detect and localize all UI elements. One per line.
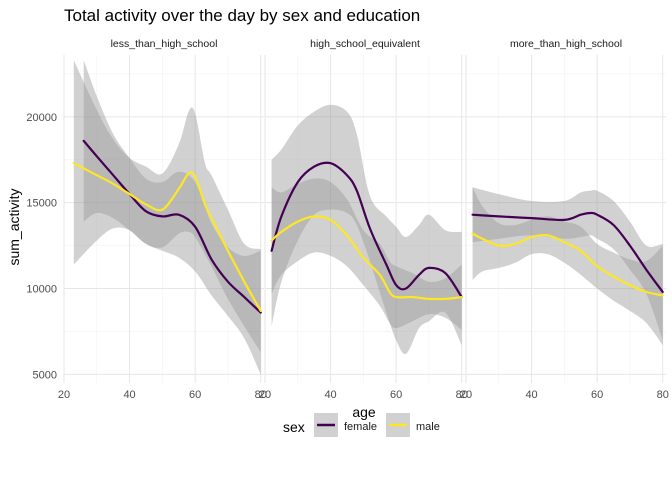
series-line-male <box>270 215 463 301</box>
x-tick-label: 80 <box>255 389 267 401</box>
legend-item-male: male <box>386 413 440 437</box>
y-axis-label: sum_activity <box>6 188 22 265</box>
x-axis-label: age <box>352 404 376 420</box>
y-axis-tick-labels: 5000 10000 15000 20000 <box>26 112 57 382</box>
confidence-band-female <box>271 104 462 355</box>
series-line-female <box>270 161 463 299</box>
chart-title: Total activity over the day by sex and e… <box>64 6 420 25</box>
legend-label: male <box>416 421 440 433</box>
facet-strip-label: high_school_equivalent <box>310 38 420 50</box>
legend-label: female <box>344 421 377 433</box>
x-tick-label: 60 <box>390 389 402 401</box>
legend-item-female: female <box>314 413 377 437</box>
y-tick-label: 15000 <box>26 198 57 210</box>
panel-background <box>265 55 465 383</box>
x-tick-label: 40 <box>525 389 537 401</box>
legend: sex female male <box>283 413 440 437</box>
legend-title: sex <box>283 419 305 435</box>
series-line-female <box>82 139 262 314</box>
y-tick-label: 5000 <box>33 369 57 381</box>
x-tick-label: 80 <box>657 389 669 401</box>
facet-panel-more-than-high-school: more_than_high_school 20 40 60 80 <box>460 38 669 401</box>
panel-background <box>64 55 264 383</box>
confidence-band-female <box>83 60 261 375</box>
series-line-male <box>471 232 664 297</box>
x-tick-label: 20 <box>460 389 472 401</box>
x-tick-label: 20 <box>58 389 70 401</box>
facet-panel-less-than-high-school: less_than_high_school 20 40 60 80 <box>58 38 267 401</box>
series-line-female <box>471 211 664 294</box>
x-tick-label: 40 <box>123 389 135 401</box>
y-tick-label: 10000 <box>26 284 57 296</box>
x-tick-label: 80 <box>456 389 468 401</box>
x-tick-label: 60 <box>591 389 603 401</box>
facet-strip-label: less_than_high_school <box>111 38 218 50</box>
facet-strip-label: more_than_high_school <box>510 38 622 50</box>
series-line-male <box>72 162 262 312</box>
confidence-band-male <box>472 187 663 346</box>
x-tick-label: 60 <box>189 389 201 401</box>
x-tick-label: 20 <box>259 389 271 401</box>
x-tick-label: 40 <box>324 389 336 401</box>
y-tick-label: 20000 <box>26 112 57 124</box>
facet-panel-high-school-equivalent: high_school_equivalent 20 40 60 80 <box>259 38 468 401</box>
